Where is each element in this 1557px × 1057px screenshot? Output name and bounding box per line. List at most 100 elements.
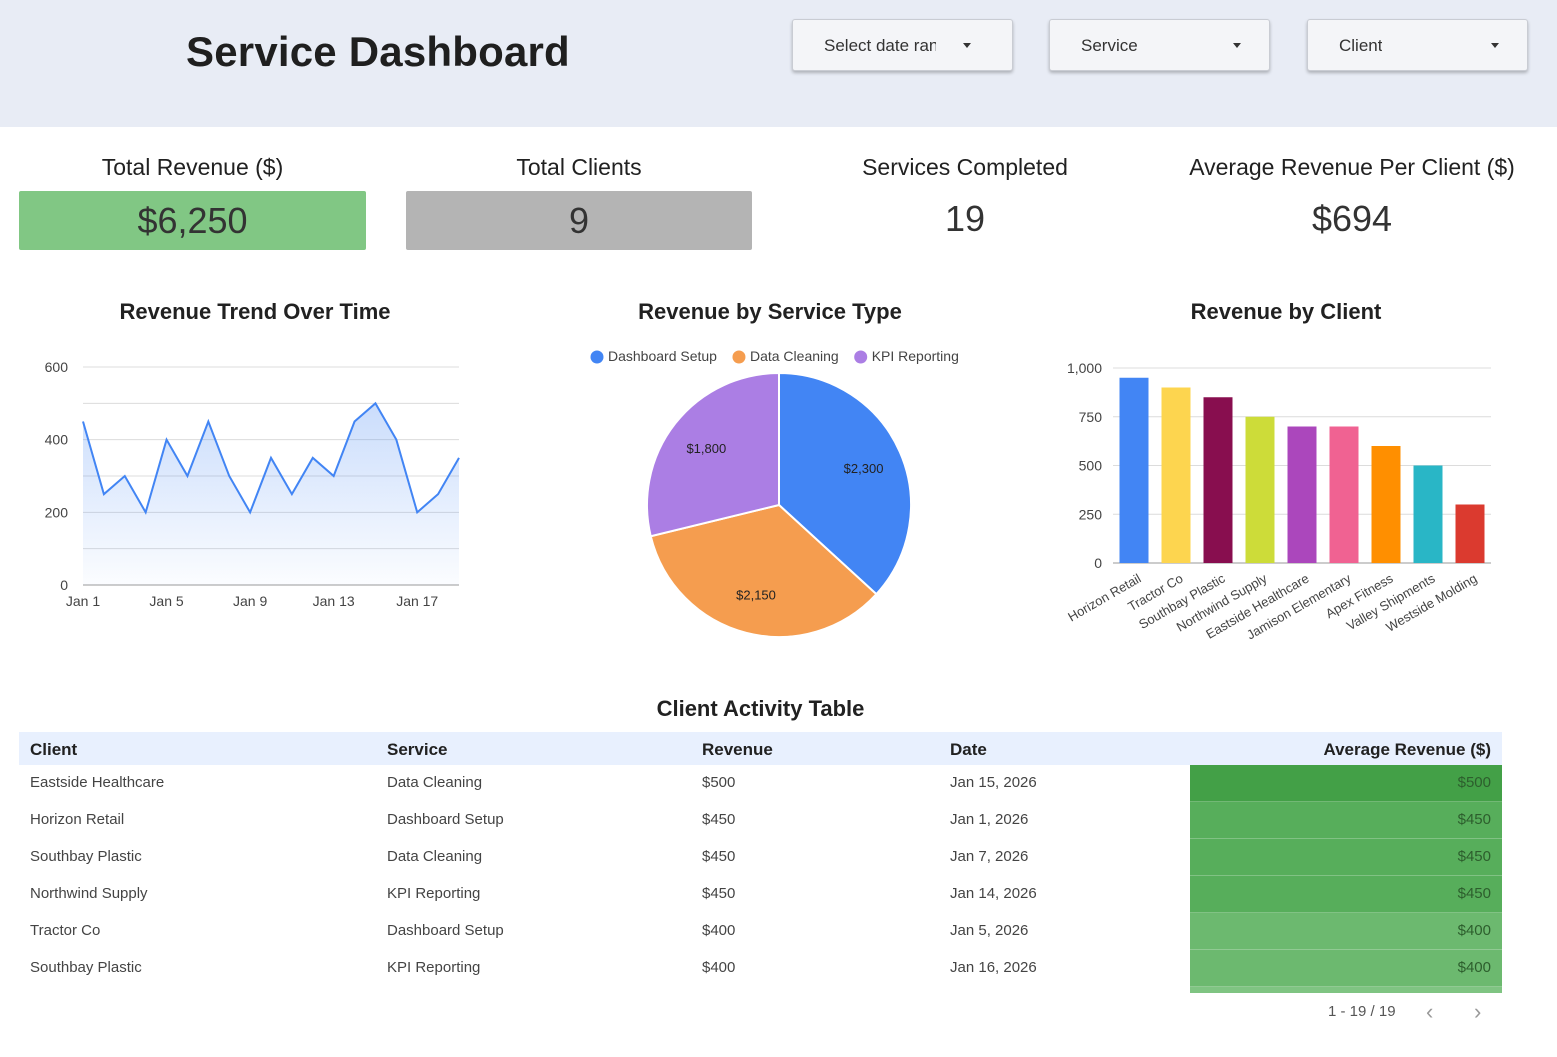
- column-header-date[interactable]: Date: [950, 740, 987, 759]
- pie-chart-title: Revenue by Service Type: [638, 299, 902, 324]
- x-tick-label: Jan 13: [313, 593, 355, 609]
- cell-client: Southbay Plastic: [30, 959, 142, 976]
- data-point[interactable]: [247, 509, 253, 515]
- data-point[interactable]: [393, 437, 399, 443]
- cell-revenue: $400: [702, 959, 736, 976]
- bar[interactable]: [1161, 387, 1191, 564]
- y-tick-label: 0: [60, 577, 68, 593]
- data-point[interactable]: [414, 509, 420, 515]
- pie-slice[interactable]: [649, 503, 878, 638]
- data-point[interactable]: [164, 437, 170, 443]
- column-header-service[interactable]: Service: [387, 740, 448, 759]
- table-row: Southbay Plastic Data Cleaning $450 Jan 7, …: [19, 839, 1502, 876]
- bar[interactable]: [1245, 416, 1275, 563]
- chevron-down-icon: [1491, 43, 1499, 48]
- bar[interactable]: [1329, 426, 1359, 564]
- x-tick-label: Jan 5: [149, 593, 183, 609]
- cell-average-revenue: $450: [1190, 802, 1502, 839]
- table-title: Client Activity Table: [656, 696, 865, 721]
- svg-text:Data Cleaning: Data Cleaning: [750, 348, 839, 364]
- table-scroll-strip: [19, 987, 1502, 993]
- slice-label: $1,800: [686, 441, 726, 456]
- column-header-client[interactable]: Client: [30, 740, 78, 759]
- cell-client: Tractor Co: [30, 922, 101, 939]
- data-point[interactable]: [435, 491, 441, 497]
- data-point[interactable]: [184, 473, 190, 479]
- revenue-trend-chart: 0 200 400 600 Jan 1 Jan 5 Jan 9 Jan 13 Jan 17: [45, 359, 462, 609]
- x-tick-label: Jan 17: [396, 593, 438, 609]
- x-tick-label: Jan 1: [66, 593, 100, 609]
- table-row: Tractor Co Dashboard Setup $400 Jan 5, 2026…: [19, 913, 1502, 950]
- column-header-average-revenue[interactable]: Average Revenue ($): [1323, 740, 1491, 759]
- kpi-services-completed-value: 19: [944, 198, 986, 239]
- next-page-button[interactable]: ›: [1474, 999, 1482, 1024]
- table-row: Eastside Healthcare Data Cleaning $500 Jan …: [19, 765, 1502, 802]
- bar[interactable]: [1455, 504, 1485, 564]
- cell-service: KPI Reporting: [387, 959, 481, 976]
- slice-label: $2,150: [736, 587, 776, 602]
- bar[interactable]: [1287, 426, 1317, 564]
- date-range-filter-label: Select date range: [824, 36, 936, 55]
- data-point[interactable]: [456, 455, 462, 461]
- y-tick-label: 750: [1079, 409, 1103, 425]
- data-point[interactable]: [331, 473, 337, 479]
- cell-date: Jan 7, 2026: [950, 848, 1029, 865]
- cell-revenue: $450: [702, 885, 736, 902]
- data-point[interactable]: [80, 419, 86, 425]
- line-chart-title: Revenue Trend Over Time: [119, 299, 391, 324]
- data-point[interactable]: [310, 455, 316, 461]
- kpi-total-revenue-value: $6,250: [19, 191, 366, 250]
- series-area: [83, 403, 459, 585]
- cell-revenue: $400: [702, 922, 736, 939]
- bar[interactable]: [1371, 446, 1401, 563]
- kpi-avg-revenue-value: $694: [1311, 198, 1393, 239]
- data-point[interactable]: [101, 491, 107, 497]
- service-filter[interactable]: Service: [1049, 19, 1270, 71]
- cell-service: KPI Reporting: [387, 885, 481, 902]
- column-header-revenue[interactable]: Revenue: [702, 740, 773, 759]
- svg-text:KPI Reporting: KPI Reporting: [872, 348, 959, 364]
- cell-date: Jan 15, 2026: [950, 774, 1037, 791]
- data-point[interactable]: [226, 473, 232, 479]
- bar[interactable]: [1119, 377, 1149, 563]
- page-title: Service Dashboard: [186, 28, 570, 75]
- data-point[interactable]: [205, 419, 211, 425]
- data-point[interactable]: [122, 473, 128, 479]
- pie-slice[interactable]: [778, 371, 912, 596]
- y-tick-label: 200: [45, 504, 69, 520]
- cell-revenue: $500: [702, 774, 736, 791]
- cell-average-revenue: $450: [1190, 839, 1502, 876]
- kpi-avg-revenue-label: Average Revenue Per Client ($): [1189, 154, 1515, 180]
- cell-service: Dashboard Setup: [387, 922, 504, 939]
- bar[interactable]: [1203, 397, 1233, 563]
- legend-item[interactable]: Dashboard Setup: [590, 348, 718, 364]
- slice-label: $2,300: [844, 461, 884, 476]
- cell-revenue: $450: [702, 811, 736, 828]
- data-point[interactable]: [289, 491, 295, 497]
- pagination-label: 1 - 19 / 19: [1328, 1003, 1396, 1020]
- y-tick-label: 1,000: [1067, 360, 1102, 376]
- bar[interactable]: [1413, 465, 1443, 564]
- cell-service: Data Cleaning: [387, 848, 483, 865]
- cell-date: Jan 16, 2026: [950, 959, 1037, 976]
- client-filter[interactable]: Client: [1307, 19, 1528, 71]
- y-tick-label: 400: [45, 432, 69, 448]
- previous-page-button[interactable]: ‹: [1426, 999, 1434, 1024]
- legend-item[interactable]: KPI Reporting: [854, 348, 959, 364]
- kpi-total-revenue-label: Total Revenue ($): [101, 154, 284, 180]
- table-row: Southbay Plastic KPI Reporting $400 Jan 16,…: [19, 950, 1502, 987]
- cell-average-revenue: $400: [1190, 913, 1502, 950]
- cell-average-revenue: $500: [1190, 765, 1502, 802]
- data-point[interactable]: [352, 419, 358, 425]
- data-point[interactable]: [268, 455, 274, 461]
- pie-slice[interactable]: [646, 371, 780, 538]
- data-point[interactable]: [143, 509, 149, 515]
- table-row: Northwind Supply KPI Reporting $450 Jan 14,…: [19, 876, 1502, 913]
- date-range-filter[interactable]: Select date range: [792, 19, 1013, 71]
- table-body: Eastside Healthcare Data Cleaning $500 Jan …: [19, 765, 1502, 987]
- data-point[interactable]: [372, 400, 378, 406]
- y-tick-label: 600: [45, 359, 69, 375]
- legend-item[interactable]: Data Cleaning: [732, 348, 839, 364]
- cell-client: Eastside Healthcare: [30, 774, 165, 791]
